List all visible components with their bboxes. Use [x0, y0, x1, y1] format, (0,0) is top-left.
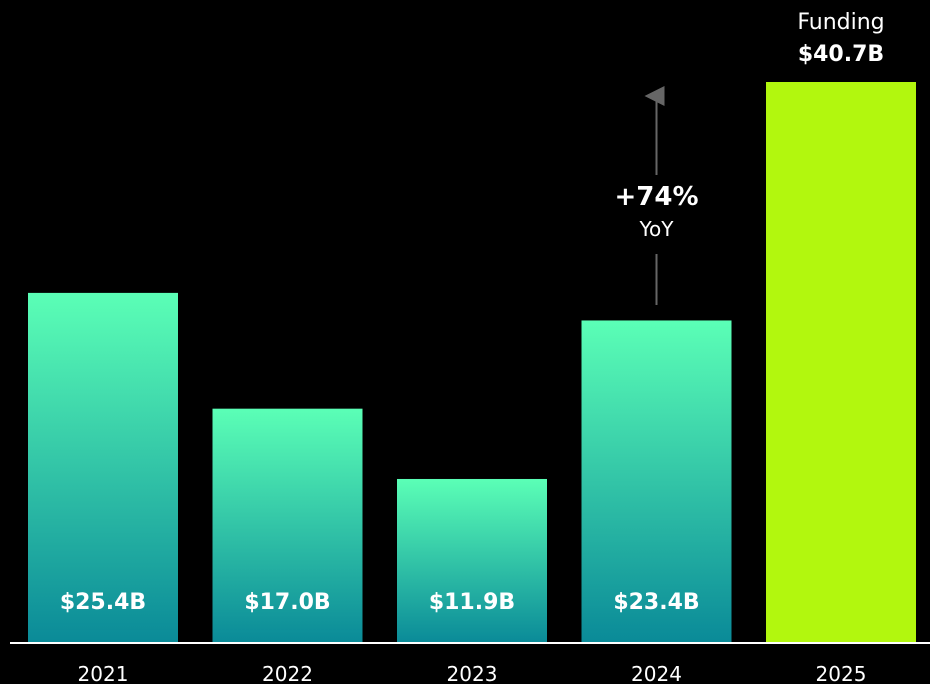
x-axis-tick-labels: 2021 2022 2023 2024 2025	[78, 662, 867, 684]
x-tick-label-2024: 2024	[631, 662, 682, 684]
annotation-subtext: YoY	[638, 217, 674, 241]
bar-2023	[397, 479, 547, 643]
bar-value-label-2022: $17.0B	[244, 590, 330, 615]
x-tick-label-2021: 2021	[78, 662, 129, 684]
x-tick-label-2023: 2023	[447, 662, 498, 684]
x-tick-label-2022: 2022	[262, 662, 313, 684]
yoy-annotation: +74% YoY	[614, 96, 698, 305]
highlight-title: Funding	[797, 10, 884, 35]
highlight-callout: Funding $40.7B	[797, 10, 884, 67]
annotation-percent: +74%	[614, 182, 698, 212]
x-tick-label-2025: 2025	[816, 662, 867, 684]
bar-value-label-2024: $23.4B	[613, 590, 699, 615]
bar-value-label-2023: $11.9B	[429, 590, 515, 615]
bar-value-label-2021: $25.4B	[60, 590, 146, 615]
bars	[28, 82, 916, 643]
bar-2025	[766, 82, 916, 643]
highlight-value-label: $40.7B	[798, 42, 884, 67]
